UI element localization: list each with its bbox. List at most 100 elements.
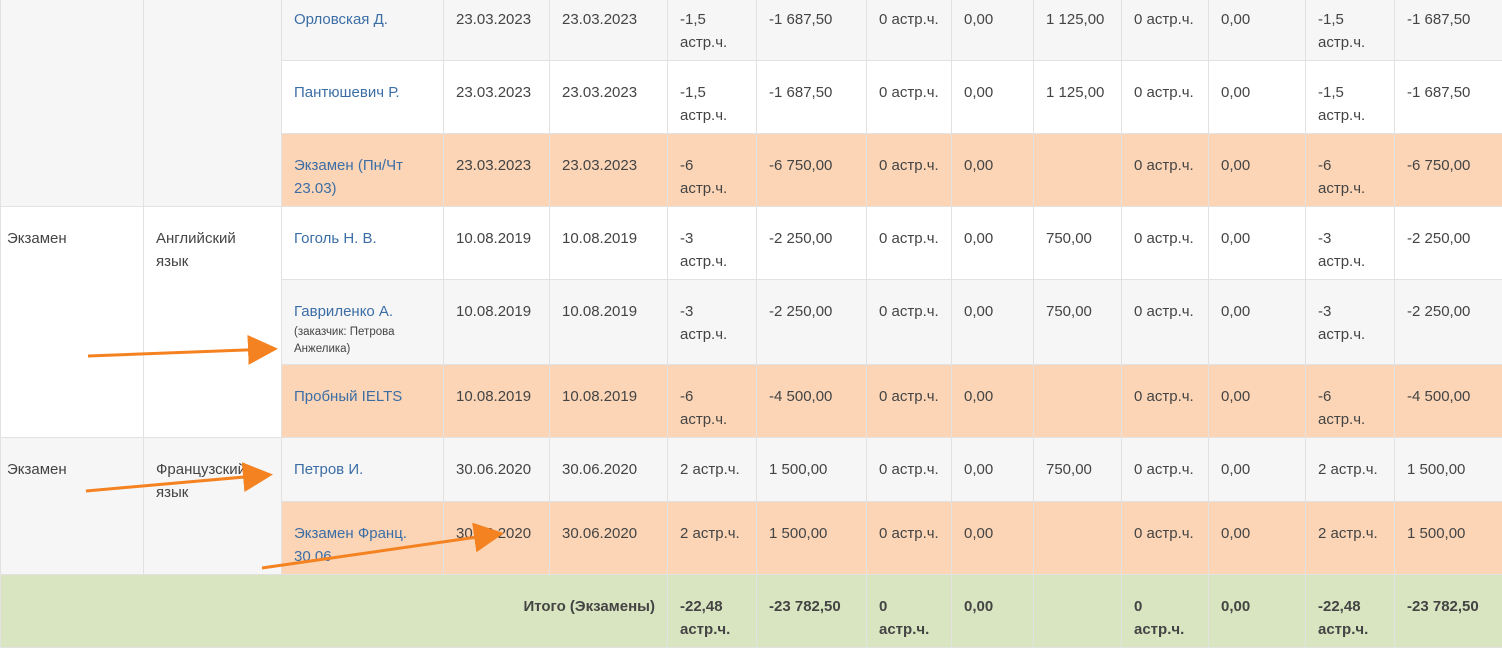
value-cell: 10.08.2019 (550, 207, 668, 280)
value-cell: -1,5 астр.ч. (1306, 61, 1395, 134)
value-cell: 1 500,00 (757, 438, 867, 502)
value-cell: 1 500,00 (1395, 502, 1502, 575)
value-cell: 0,00 (1209, 134, 1306, 207)
value-cell: 10.08.2019 (444, 207, 550, 280)
name-link[interactable]: Пробный IELTS (294, 388, 402, 405)
name-cell: Пробный IELTS (282, 365, 444, 438)
value-cell: 0,00 (1209, 438, 1306, 502)
value-cell: 0 астр.ч. (1122, 502, 1209, 575)
value-cell: 0,00 (952, 280, 1034, 365)
value-cell: 1 500,00 (1395, 438, 1502, 502)
value-cell: 0 астр.ч. (1122, 207, 1209, 280)
value-cell: 23.03.2023 (444, 0, 550, 61)
value-cell: 0,00 (952, 502, 1034, 575)
value-cell: 0 астр.ч. (867, 61, 952, 134)
value-cell: 0,00 (1209, 0, 1306, 61)
value-cell: 30.06.2020 (444, 502, 550, 575)
total-value: 0 астр.ч. (1122, 575, 1209, 648)
name-link[interactable]: Экзамен Франц. 30.06 (294, 525, 407, 565)
value-cell: 0,00 (952, 0, 1034, 61)
value-cell: -3 астр.ч. (1306, 207, 1395, 280)
value-cell: 0,00 (952, 61, 1034, 134)
value-cell: -6 астр.ч. (1306, 365, 1395, 438)
name-link[interactable]: Гавриленко А. (294, 303, 393, 320)
value-cell (1034, 365, 1122, 438)
value-cell: -4 500,00 (757, 365, 867, 438)
subject-cell: Английский язык (144, 207, 282, 438)
value-cell: 2 астр.ч. (1306, 502, 1395, 575)
subject-cell: Французский язык (144, 438, 282, 575)
value-cell (1034, 502, 1122, 575)
value-cell: 0 астр.ч. (1122, 365, 1209, 438)
value-cell: 750,00 (1034, 438, 1122, 502)
total-label: Итого (Экзамены) (1, 575, 668, 648)
name-cell: Гоголь Н. В. (282, 207, 444, 280)
name-link[interactable]: Орловская Д. (294, 11, 388, 28)
value-cell: 30.06.2020 (550, 502, 668, 575)
value-cell: 2 астр.ч. (668, 438, 757, 502)
value-cell: 1 125,00 (1034, 61, 1122, 134)
value-cell: -4 500,00 (1395, 365, 1502, 438)
value-cell: -2 250,00 (757, 280, 867, 365)
value-cell: 750,00 (1034, 280, 1122, 365)
value-cell: 0,00 (952, 438, 1034, 502)
value-cell: -1 687,50 (1395, 61, 1502, 134)
value-cell: 0 астр.ч. (867, 502, 952, 575)
name-cell: Экзамен Франц. 30.06 (282, 502, 444, 575)
value-cell: 0 астр.ч. (867, 207, 952, 280)
value-cell: 1 125,00 (1034, 0, 1122, 61)
value-cell: 23.03.2023 (550, 0, 668, 61)
customer-note: (заказчик: Петрова Анжелика) (294, 324, 431, 358)
value-cell: 10.08.2019 (550, 365, 668, 438)
value-cell: -3 астр.ч. (668, 207, 757, 280)
value-cell: -1,5 астр.ч. (668, 61, 757, 134)
value-cell: 0 астр.ч. (1122, 280, 1209, 365)
value-cell: -1,5 астр.ч. (668, 0, 757, 61)
value-cell: -6 750,00 (757, 134, 867, 207)
total-value: 0,00 (952, 575, 1034, 648)
value-cell: 0 астр.ч. (1122, 134, 1209, 207)
value-cell: 10.08.2019 (444, 365, 550, 438)
value-cell: 1 500,00 (757, 502, 867, 575)
value-cell: 0 астр.ч. (867, 438, 952, 502)
value-cell: 0,00 (1209, 502, 1306, 575)
name-cell: Экзамен (Пн/Чт 23.03) (282, 134, 444, 207)
value-cell: 23.03.2023 (444, 61, 550, 134)
name-link[interactable]: Гоголь Н. В. (294, 230, 377, 247)
value-cell: 23.03.2023 (550, 134, 668, 207)
value-cell: 10.08.2019 (444, 280, 550, 365)
total-value: 0 астр.ч. (867, 575, 952, 648)
subject-cell (144, 0, 282, 207)
value-cell: 0 астр.ч. (867, 280, 952, 365)
value-cell: -6 астр.ч. (668, 134, 757, 207)
value-cell: -6 750,00 (1395, 134, 1502, 207)
name-link[interactable]: Петров И. (294, 461, 363, 478)
value-cell: 23.03.2023 (550, 61, 668, 134)
value-cell: 30.06.2020 (444, 438, 550, 502)
total-value: 0,00 (1209, 575, 1306, 648)
value-cell: -3 астр.ч. (1306, 280, 1395, 365)
value-cell: 0 астр.ч. (867, 0, 952, 61)
total-value (1034, 575, 1122, 648)
value-cell: 0,00 (1209, 365, 1306, 438)
name-cell: Орловская Д. (282, 0, 444, 61)
total-value: -22,48 астр.ч. (1306, 575, 1395, 648)
name-link[interactable]: Пантюшевич Р. (294, 84, 400, 101)
value-cell: 2 астр.ч. (668, 502, 757, 575)
value-cell: 0,00 (1209, 207, 1306, 280)
value-cell: 10.08.2019 (550, 280, 668, 365)
value-cell: 2 астр.ч. (1306, 438, 1395, 502)
total-value: -22,48 астр.ч. (668, 575, 757, 648)
value-cell: -3 астр.ч. (668, 280, 757, 365)
value-cell: -1,5 астр.ч. (1306, 0, 1395, 61)
lesson-type-cell: Экзамен (1, 207, 144, 438)
value-cell: -2 250,00 (1395, 207, 1502, 280)
name-link[interactable]: Экзамен (Пн/Чт 23.03) (294, 157, 403, 197)
value-cell: -2 250,00 (1395, 280, 1502, 365)
value-cell: -6 астр.ч. (668, 365, 757, 438)
